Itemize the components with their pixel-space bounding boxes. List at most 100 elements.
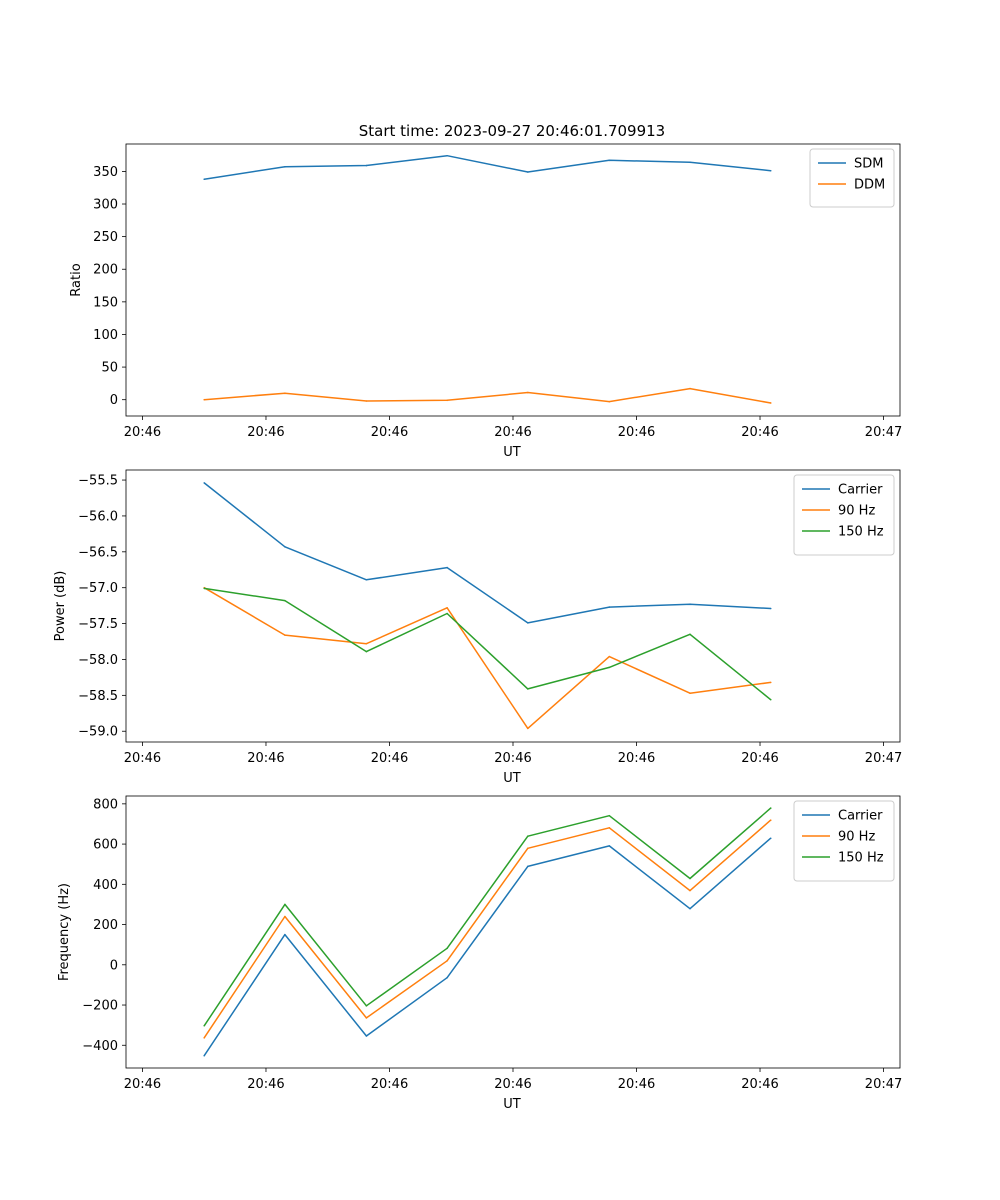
y-tick-label: 0 [110, 958, 118, 973]
data-point [203, 587, 206, 590]
data-point [769, 819, 772, 821]
series-line-ddm [204, 387, 771, 404]
data-point [769, 607, 772, 610]
legend-entry: 90 Hz [838, 830, 875, 845]
data-point [608, 400, 611, 403]
x-tick-label: 20:46 [741, 425, 778, 440]
legend-entry: DDM [854, 178, 885, 193]
data-point [365, 400, 368, 402]
data-point [608, 826, 611, 829]
data-point [284, 599, 286, 602]
data-point [365, 642, 368, 645]
data-point [527, 835, 529, 838]
y-tick-label: −55.5 [78, 474, 118, 489]
y-tick-label: −59.0 [78, 725, 118, 740]
data-point [446, 947, 448, 950]
data-point [284, 903, 286, 906]
y-tick-label: 0 [110, 393, 118, 408]
legend-box [793, 800, 895, 882]
x-axis-label: UT [503, 445, 521, 460]
data-point [608, 666, 611, 669]
data-point [284, 915, 286, 918]
data-point [527, 847, 529, 850]
data-point [689, 161, 691, 164]
legend-box [793, 474, 895, 556]
y-tick-label: −57.5 [78, 617, 118, 632]
data-point [689, 603, 691, 606]
data-point [689, 889, 691, 892]
x-tick-label: 20:46 [247, 425, 284, 440]
y-tick-label: 400 [93, 878, 118, 893]
data-point [446, 976, 448, 979]
data-point [284, 545, 286, 548]
data-point [284, 392, 286, 394]
y-tick-label: 50 [101, 361, 118, 376]
figure-title: Start time: 2023-09-27 20:46:01.709913 [359, 122, 665, 140]
x-tick-label: 20:46 [124, 425, 161, 440]
x-axis-label: UT [503, 771, 521, 786]
data-point [769, 169, 772, 172]
y-tick-label: 300 [93, 198, 118, 213]
data-point [446, 154, 448, 157]
data-point [365, 650, 368, 653]
y-tick-label: −200 [82, 999, 118, 1014]
data-point [446, 606, 448, 609]
data-point [769, 402, 772, 404]
data-point [203, 1054, 206, 1057]
series-line-150-hz [203, 807, 772, 1027]
x-axis-label: UT [503, 1097, 521, 1112]
data-point [527, 391, 529, 394]
x-tick-label: 20:46 [618, 1077, 655, 1092]
legend-entry: 90 Hz [838, 504, 875, 519]
data-point [608, 845, 611, 847]
series-line-150-hz [204, 587, 772, 701]
series-line-carrier [203, 482, 771, 624]
x-tick-label: 20:46 [247, 751, 284, 766]
x-tick-label: 20:46 [741, 1077, 778, 1092]
legend-entry: Carrier [838, 809, 883, 824]
x-tick-label: 20:46 [618, 751, 655, 766]
y-tick-label: −400 [82, 1039, 118, 1054]
data-point [769, 837, 772, 840]
y-tick-label: 100 [93, 328, 118, 343]
data-point [608, 655, 611, 658]
data-point [446, 399, 448, 402]
axes-frame [125, 795, 901, 1069]
series-line-carrier [203, 837, 772, 1057]
legend-entry: 150 Hz [838, 851, 884, 866]
x-tick-label: 20:46 [741, 751, 778, 766]
x-tick-label: 20:46 [371, 425, 408, 440]
y-tick-label: −56.5 [78, 545, 118, 560]
series-line-sdm [204, 154, 771, 180]
y-tick-label: 150 [93, 295, 118, 310]
data-point [203, 178, 206, 181]
series-line-90-hz [203, 587, 771, 730]
x-tick-label: 20:46 [247, 1077, 284, 1092]
y-tick-label: 250 [93, 230, 118, 245]
data-point [689, 877, 691, 880]
y-axis-label: Frequency (Hz) [57, 883, 72, 981]
x-tick-label: 20:46 [494, 425, 531, 440]
data-point [446, 566, 448, 569]
x-tick-label: 20:46 [371, 751, 408, 766]
x-tick-label: 20:47 [865, 751, 902, 766]
x-tick-label: 20:46 [494, 751, 531, 766]
y-tick-label: −58.0 [78, 653, 118, 668]
data-point [284, 634, 286, 636]
y-tick-label: −56.0 [78, 509, 118, 524]
x-tick-label: 20:46 [618, 425, 655, 440]
data-point [284, 933, 286, 936]
data-point [365, 1017, 368, 1019]
legend-entry: SDM [854, 157, 883, 172]
data-point [446, 612, 448, 615]
data-point [769, 807, 772, 809]
y-tick-label: 800 [93, 797, 118, 812]
x-tick-label: 20:46 [124, 751, 161, 766]
x-tick-label: 20:47 [865, 425, 902, 440]
data-point [365, 1035, 368, 1037]
data-point [527, 865, 529, 868]
x-tick-label: 20:46 [371, 1077, 408, 1092]
data-point [689, 907, 691, 910]
x-tick-label: 20:46 [494, 1077, 531, 1092]
